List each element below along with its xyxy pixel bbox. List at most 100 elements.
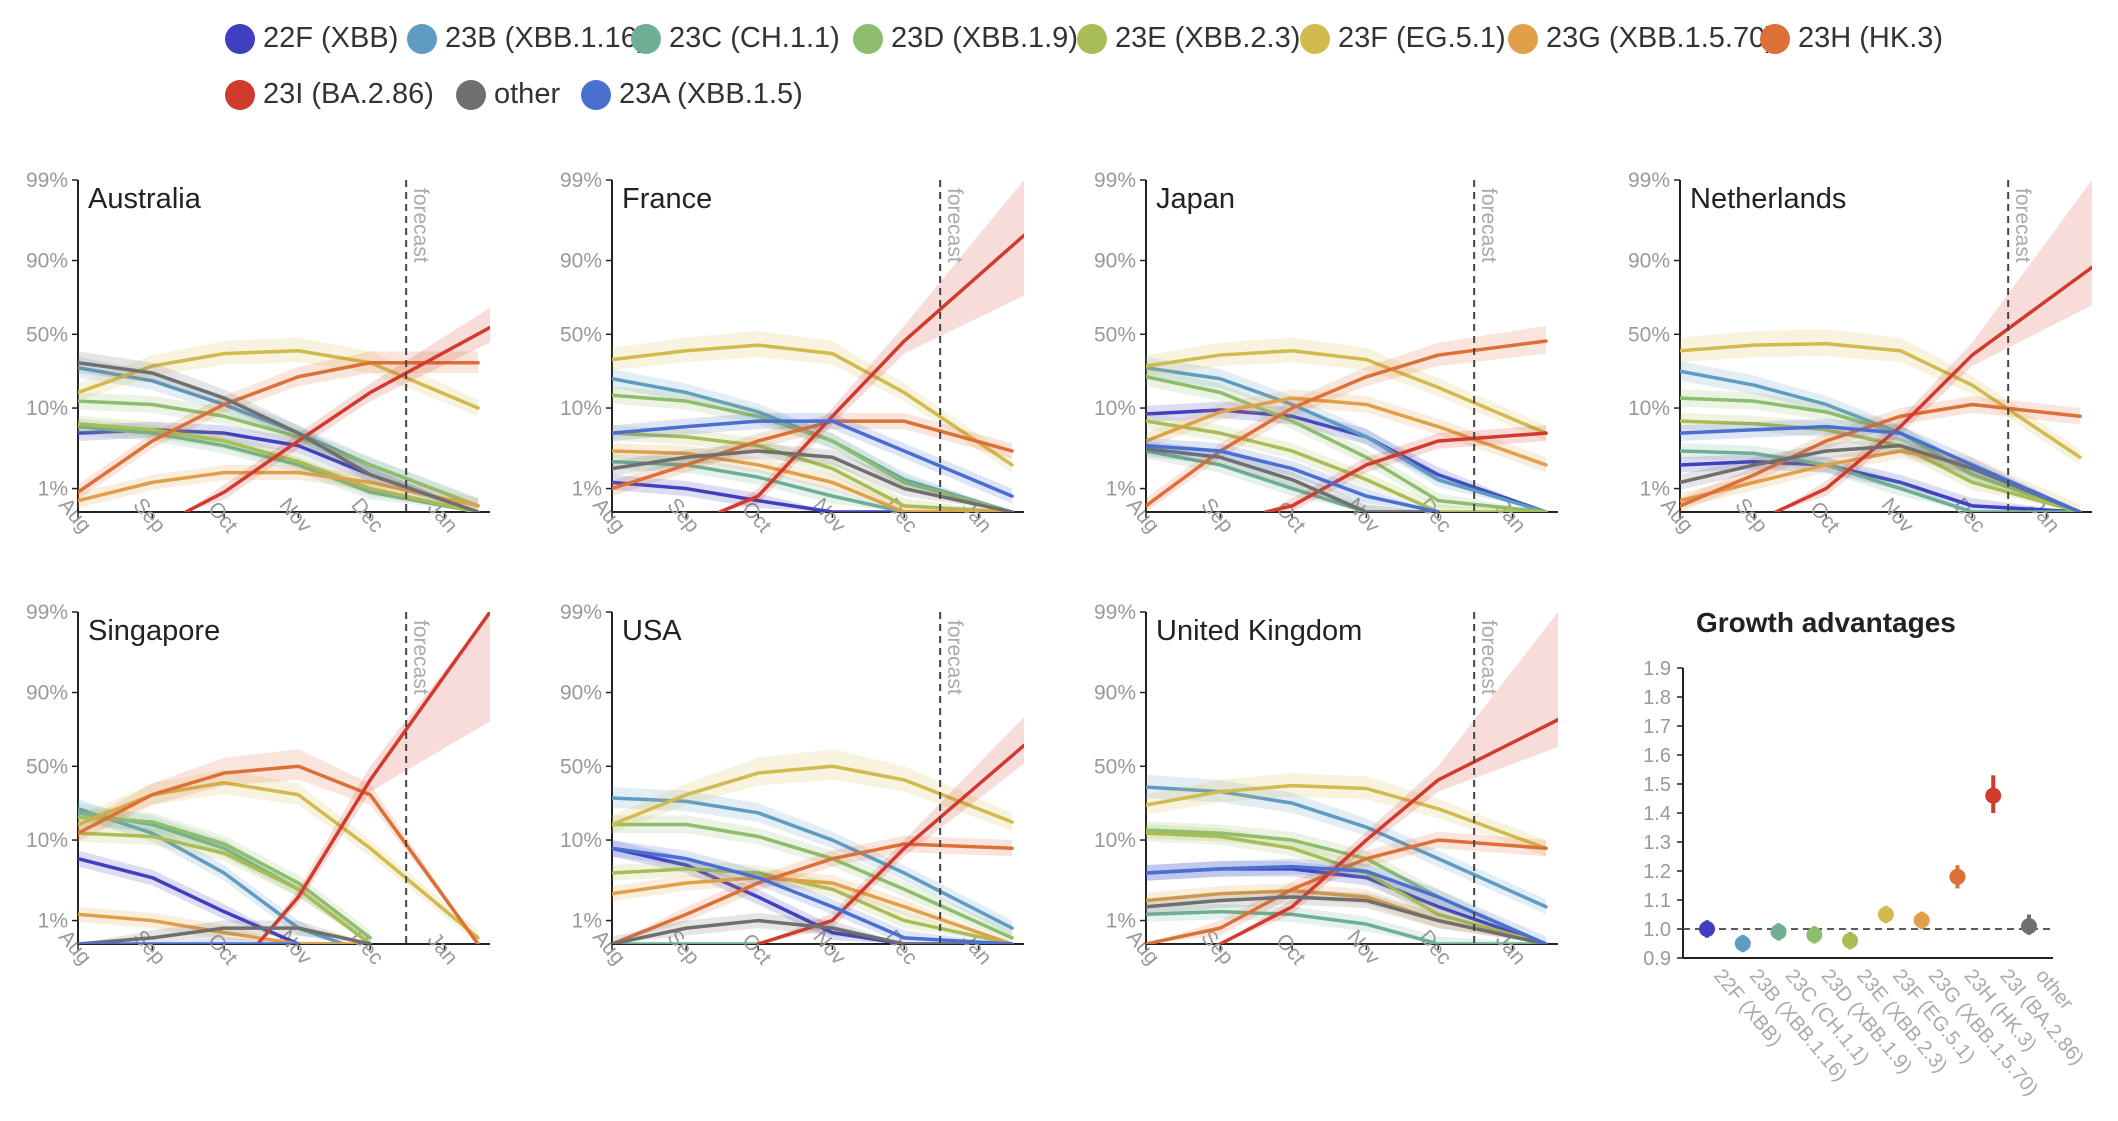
series-line-22f[interactable] [612,480,906,512]
series-line-22f[interactable] [1146,408,1548,512]
y-tick-label: 1% [572,478,602,501]
y-tick-label: 50% [1094,323,1136,346]
legend-item-23f[interactable]: 23F (EG.5.1) [1300,22,1506,55]
series-line-23c[interactable] [1146,449,1440,512]
series-line-23i[interactable] [718,233,1024,512]
series-line-23f[interactable] [612,764,1014,827]
growth-point-23h[interactable] [1949,868,1966,885]
series-line-23f[interactable] [1146,783,1548,851]
series-band-23d [1680,389,2081,512]
growth-point-23c[interactable] [1770,923,1787,940]
series-line-23d[interactable] [612,822,1014,940]
growth-point-23d[interactable] [1806,926,1823,943]
growth-point-23b[interactable] [1734,935,1751,952]
y-tick-label: 99% [560,601,602,624]
series-line-23g[interactable] [1146,396,1548,467]
y-tick-label: 90% [560,250,602,273]
series-line-23a[interactable] [1680,424,2082,512]
series-line-23f[interactable] [1146,348,1548,435]
legend-item-22f[interactable]: 22F (XBB) [225,22,398,55]
series-line-23a[interactable] [612,419,1014,498]
legend-item-23h[interactable]: 23H (HK.3) [1760,22,1943,55]
series-line-other[interactable] [1680,443,2082,512]
x-tick-label: Nov [275,494,317,538]
y-tick-label: 90% [560,682,602,705]
series-line-other[interactable] [78,360,480,512]
series-line-23g[interactable] [78,470,480,508]
legend-label: 23B (XBB.1.16) [445,22,647,54]
series-line-23i[interactable] [756,743,1024,944]
series-line-23a[interactable] [1146,443,1440,512]
series-line-other[interactable] [1146,895,1548,944]
series-line-23a[interactable] [1146,864,1548,944]
series-line-other[interactable] [78,926,372,944]
series-line-23h[interactable] [1146,339,1548,508]
series-line-23f[interactable] [1680,341,2082,460]
growth-point-23g[interactable] [1913,912,1930,929]
series-line-23a[interactable] [612,846,1014,944]
series-line-23b[interactable] [1146,785,1548,909]
series-line-23e[interactable] [1146,831,1548,944]
growth-point-23i[interactable] [1985,787,2002,804]
y-tick-label: 1.8 [1643,687,1671,709]
series-line-23h[interactable] [612,842,1014,944]
series-line-other[interactable] [1146,447,1440,512]
series-line-23i[interactable] [1774,265,2092,512]
y-tick-label: 1% [1640,478,1670,501]
series-line-23i[interactable] [1218,717,1558,944]
y-tick-label: 1.7 [1643,716,1671,738]
series-line-23h[interactable] [612,419,1014,491]
growth-point-23e[interactable] [1842,932,1859,949]
series-line-23f[interactable] [612,343,1014,467]
legend-item-other[interactable]: other [456,78,560,111]
series-line-23e[interactable] [78,422,480,512]
series-band-23b [612,787,1013,936]
series-line-23e[interactable] [1146,419,1548,512]
series-line-23c[interactable] [612,459,1014,512]
series-line-23g[interactable] [612,449,1014,512]
series-line-23c[interactable] [1146,909,1548,944]
growth-point-23f[interactable] [1877,906,1894,923]
forecast-label: forecast [409,188,432,263]
series-line-23c[interactable] [78,424,480,512]
series-line-23h[interactable] [78,360,480,494]
series-line-23b[interactable] [78,807,346,944]
series-line-23g[interactable] [78,912,358,944]
series-line-23e[interactable] [78,831,372,944]
series-line-23i[interactable] [184,325,490,512]
legend-item-23c[interactable]: 23C (CH.1.1) [631,22,840,55]
series-line-22f[interactable] [78,856,346,944]
series-line-23d[interactable] [78,399,480,508]
legend-item-23d[interactable]: 23D (XBB.1.9) [853,22,1078,55]
legend-item-23g[interactable]: 23G (XBB.1.5.70) [1508,22,1775,55]
series-line-22f[interactable] [1680,459,2082,512]
series-line-23b[interactable] [612,377,1014,512]
series-band-23f [612,749,1013,834]
series-band-23e [78,415,479,512]
legend-item-23i[interactable]: 23I (BA.2.86) [225,78,434,111]
growth-point-22f[interactable] [1699,921,1715,937]
series-line-23i[interactable] [255,612,490,944]
series-band-23h [78,351,479,500]
series-line-23d[interactable] [1680,396,2082,512]
series-line-23d[interactable] [612,393,1014,512]
series-line-23b[interactable] [1146,365,1548,512]
series-band-23f [612,330,1013,473]
series-line-23c[interactable] [1680,449,2082,512]
growth-point-other[interactable] [2021,918,2037,935]
series-line-other[interactable] [612,918,990,944]
series-band-22f [612,840,989,944]
legend-label: other [494,78,561,110]
legend-item-23e[interactable]: 23E (XBB.2.3) [1077,22,1300,55]
legend-item-23b[interactable]: 23B (XBB.1.16) [407,22,647,55]
series-line-other[interactable] [612,449,1014,512]
series-line-23h[interactable] [78,764,480,944]
series-line-23d[interactable] [78,815,372,940]
series-line-22f[interactable] [612,846,990,944]
legend-item-23a[interactable]: 23A (XBB.1.5) [581,78,803,111]
series-line-23d[interactable] [1146,375,1548,512]
y-tick-label: 99% [26,169,68,192]
series-group [612,717,1024,944]
series-line-23e[interactable] [1680,419,2082,512]
series-line-23g[interactable] [612,875,1014,944]
